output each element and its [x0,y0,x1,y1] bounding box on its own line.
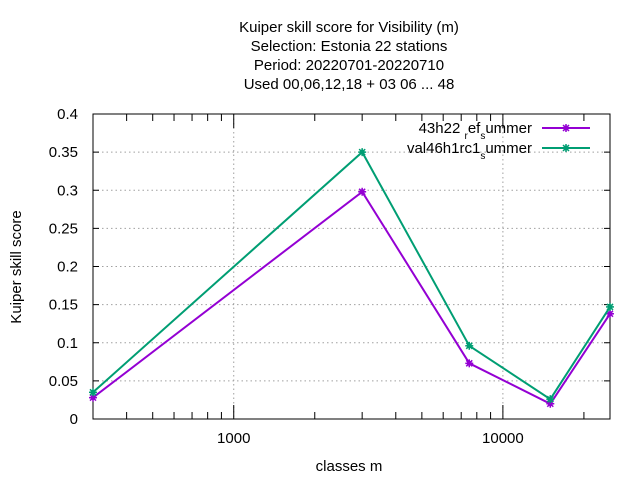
y-tick-label: 0.3 [57,182,78,199]
y-tick-label: 0.25 [49,220,78,237]
legend-marker [562,144,570,152]
data-point [546,395,555,404]
data-point [465,341,474,350]
x-axis-label: classes m [316,458,383,475]
y-tick-label: 0.4 [57,106,78,123]
legend-label: val46h1rc1summer [407,140,532,162]
title-line: Used 00,06,12,18 + 03 06 ... 48 [244,76,455,93]
data-point [358,148,367,157]
x-tick-label: 10000 [482,430,524,447]
series-lines [89,148,614,408]
x-tick-label: 1000 [217,430,250,447]
axes: 0 0.05 0.1 0.15 0.2 0.25 0.3 0.35 0.4 1000 10000 [49,106,611,447]
data-point [358,187,367,196]
title-line: Selection: Estonia 22 stations [251,38,448,55]
legend-marker [562,124,570,132]
y-tick-label: 0.35 [49,144,78,161]
data-point [465,359,474,368]
y-tick-label: 0.1 [57,335,78,352]
data-point [89,393,97,402]
legend-label: 43h22 refsummer [419,120,532,142]
chart-title: Kuiper skill score for Visibility (m) Sel… [239,19,459,93]
y-tick-label: 0.05 [49,373,78,390]
y-tick-label: 0.2 [57,259,78,276]
grid [93,114,610,419]
data-point [89,388,97,397]
data-point [606,302,614,311]
series-line-2 [92,150,611,401]
title-line: Period: 20220701-20220710 [254,57,444,74]
title-line: Kuiper skill score for Visibility (m) [239,19,459,36]
y-axis-label: Kuiper skill score [8,210,25,323]
y-tick-label: 0 [70,411,78,428]
y-tick-label: 0.15 [49,297,78,314]
series-line-1 [92,190,611,406]
